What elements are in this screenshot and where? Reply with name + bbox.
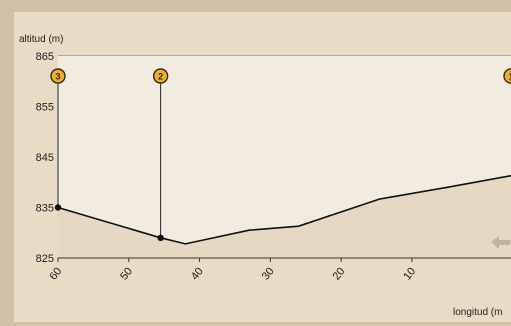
waypoint-markers: 3 2 1 <box>50 68 511 241</box>
y-tick-label-835: 835 <box>36 203 54 215</box>
x-tick-label-60: 60 <box>47 265 64 282</box>
x-tick-label-20: 20 <box>330 265 347 282</box>
y-tick-label-855: 855 <box>36 102 54 114</box>
x-tick-label-50: 50 <box>118 265 135 282</box>
waypoint-2-badge <box>152 68 169 84</box>
waypoint-1-badge <box>503 68 511 84</box>
terrain-area <box>58 56 511 258</box>
waypoint-1-label: 1 <box>508 72 511 82</box>
back-arrow-icon[interactable] <box>491 236 510 249</box>
y-tick-label-845: 845 <box>36 152 54 164</box>
x-tick-label-10: 10 <box>401 265 418 282</box>
waypoint-3-label: 3 <box>55 72 60 82</box>
waypoint-2-point <box>157 234 164 241</box>
waypoint-2-label: 2 <box>158 72 163 82</box>
x-tick-label-30: 30 <box>260 265 277 282</box>
y-tick-label-865: 865 <box>36 51 54 63</box>
y-axis-title: altitud (m) <box>19 34 63 45</box>
waypoint-3-badge <box>50 68 66 84</box>
elevation-series-line <box>57 174 511 245</box>
tick-labels: 825 835 845 855 865 60 50 40 30 20 10 <box>36 51 419 283</box>
axes <box>57 257 511 262</box>
y-tick-label-825: 825 <box>36 253 54 265</box>
waypoint-3-point <box>54 204 62 211</box>
x-tick-label-40: 40 <box>189 265 206 282</box>
x-axis-title: longitud (m <box>453 307 502 318</box>
elevation-line <box>57 174 511 245</box>
